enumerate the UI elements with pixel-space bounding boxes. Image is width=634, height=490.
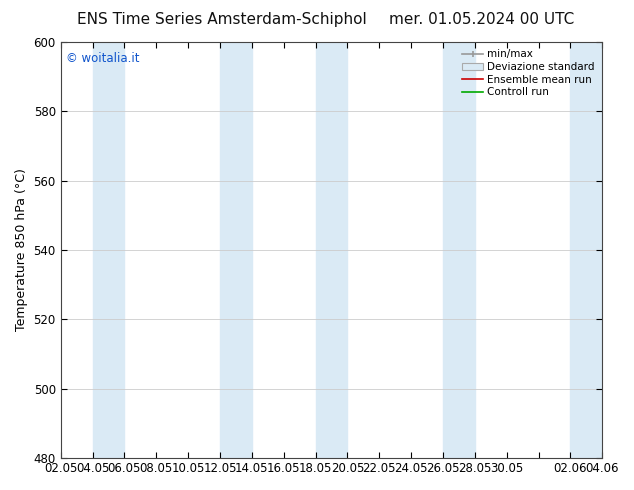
Text: mer. 01.05.2024 00 UTC: mer. 01.05.2024 00 UTC bbox=[389, 12, 574, 27]
Y-axis label: Temperature 850 hPa (°C): Temperature 850 hPa (°C) bbox=[15, 169, 28, 331]
Legend: min/max, Deviazione standard, Ensemble mean run, Controll run: min/max, Deviazione standard, Ensemble m… bbox=[460, 47, 597, 99]
Text: ENS Time Series Amsterdam-Schiphol: ENS Time Series Amsterdam-Schiphol bbox=[77, 12, 367, 27]
Bar bbox=[93, 42, 124, 458]
Bar bbox=[220, 42, 252, 458]
Bar bbox=[316, 42, 347, 458]
Text: © woitalia.it: © woitalia.it bbox=[66, 52, 139, 66]
Bar bbox=[443, 42, 475, 458]
Bar bbox=[571, 42, 602, 458]
